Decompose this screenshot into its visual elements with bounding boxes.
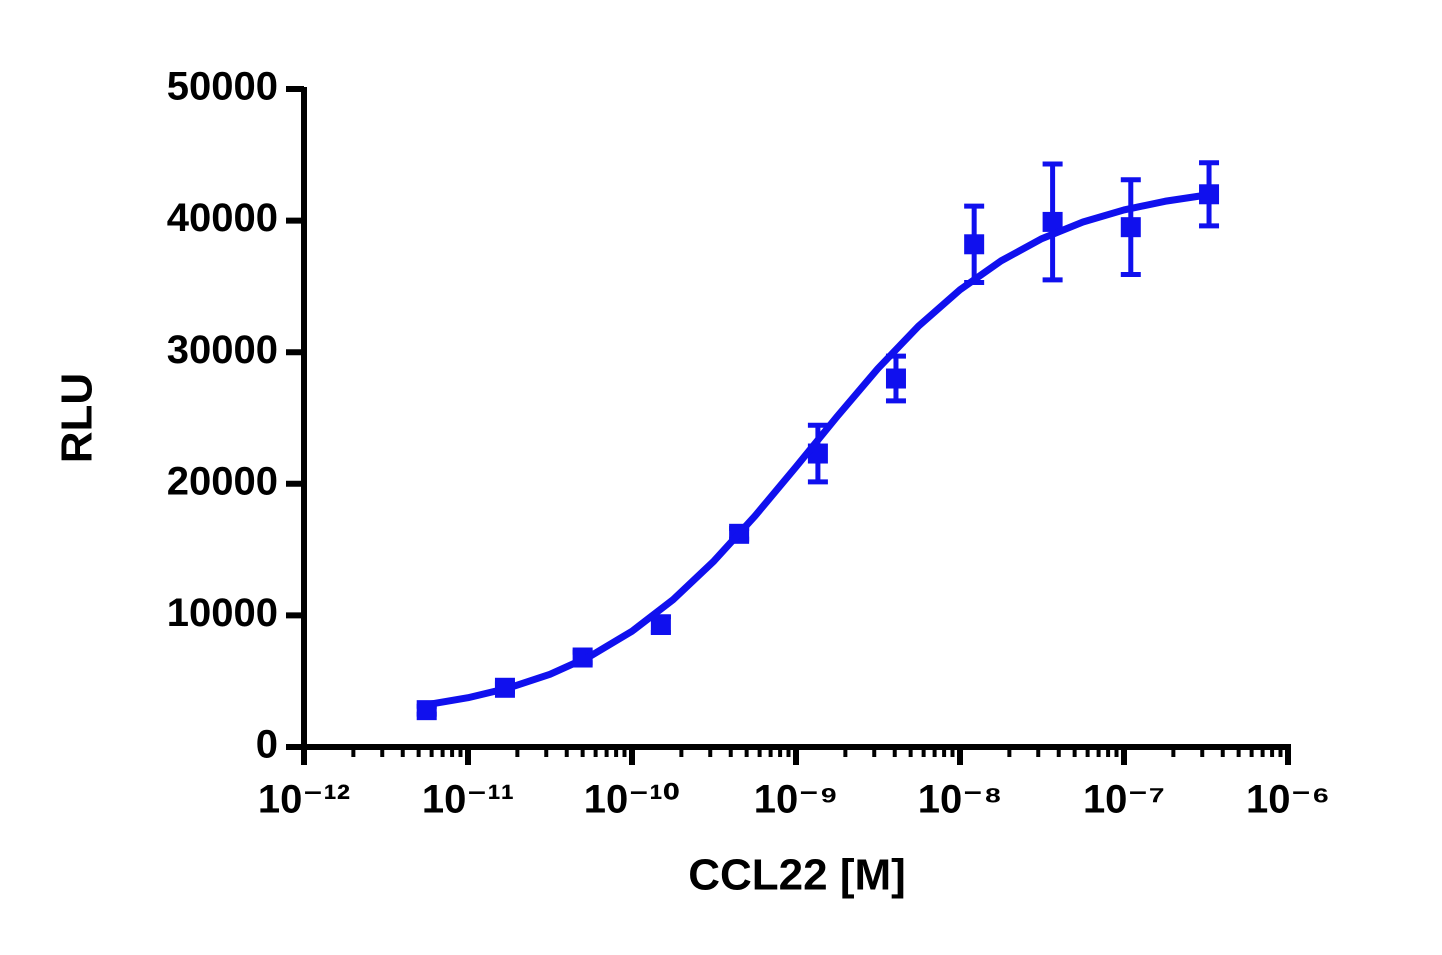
x-tick-label: 10⁻⁶ bbox=[1246, 778, 1330, 822]
data-point bbox=[1120, 217, 1141, 238]
y-axis-title: RLU bbox=[53, 373, 102, 463]
x-axis-title: CCL22 [M] bbox=[688, 851, 906, 900]
y-tick-label: 0 bbox=[256, 723, 278, 767]
y-tick-label: 20000 bbox=[167, 459, 278, 503]
x-tick-label: 10⁻¹¹ bbox=[422, 778, 514, 822]
x-tick-label: 10⁻⁹ bbox=[754, 778, 839, 822]
data-point bbox=[1199, 184, 1220, 205]
y-tick-label: 40000 bbox=[167, 196, 278, 240]
data-point bbox=[1042, 211, 1063, 232]
data-point bbox=[650, 614, 671, 635]
y-tick-label: 10000 bbox=[167, 591, 278, 635]
x-tick-label: 10⁻¹² bbox=[258, 778, 350, 822]
y-tick-label: 50000 bbox=[167, 65, 278, 109]
data-point bbox=[964, 234, 985, 255]
fit-curve bbox=[426, 191, 1207, 709]
x-tick-label: 10⁻¹⁰ bbox=[584, 778, 680, 822]
x-tick-label: 10⁻⁷ bbox=[1083, 778, 1165, 822]
x-tick-label: 10⁻⁸ bbox=[918, 778, 1003, 822]
y-tick-label: 30000 bbox=[167, 328, 278, 372]
data-point bbox=[885, 368, 906, 389]
